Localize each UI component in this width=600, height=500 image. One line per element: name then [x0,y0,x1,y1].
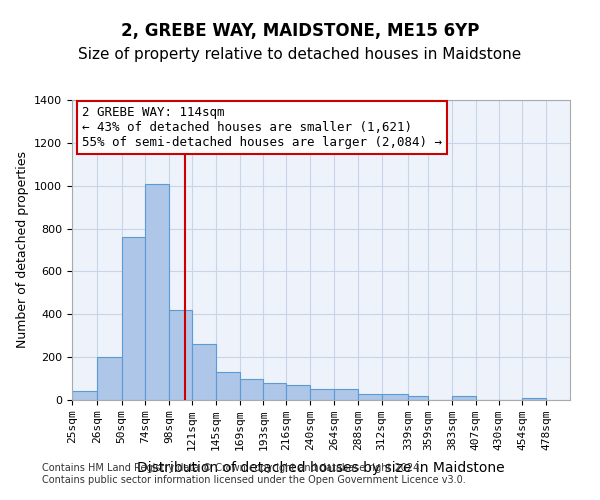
Bar [169,310,192,400]
Bar [358,394,382,400]
Text: 2, GREBE WAY, MAIDSTONE, ME15 6YP: 2, GREBE WAY, MAIDSTONE, ME15 6YP [121,22,479,40]
Bar [263,383,286,400]
Bar [97,357,122,400]
X-axis label: Distribution of detached houses by size in Maidstone: Distribution of detached houses by size … [137,462,505,475]
Bar [239,378,263,400]
Bar [310,390,334,400]
Text: Size of property relative to detached houses in Maidstone: Size of property relative to detached ho… [79,48,521,62]
Bar [382,394,408,400]
Bar [452,396,476,400]
Bar [145,184,169,400]
Bar [286,385,310,400]
Y-axis label: Number of detached properties: Number of detached properties [16,152,29,348]
Bar [408,396,428,400]
Bar [523,398,546,400]
Bar [192,344,216,400]
Text: 2 GREBE WAY: 114sqm
← 43% of detached houses are smaller (1,621)
55% of semi-det: 2 GREBE WAY: 114sqm ← 43% of detached ho… [82,106,442,149]
Bar [122,237,145,400]
Text: Contains HM Land Registry data © Crown copyright and database right 2024.
Contai: Contains HM Land Registry data © Crown c… [42,464,466,485]
Bar [334,390,358,400]
Bar [72,392,97,400]
Bar [216,372,239,400]
